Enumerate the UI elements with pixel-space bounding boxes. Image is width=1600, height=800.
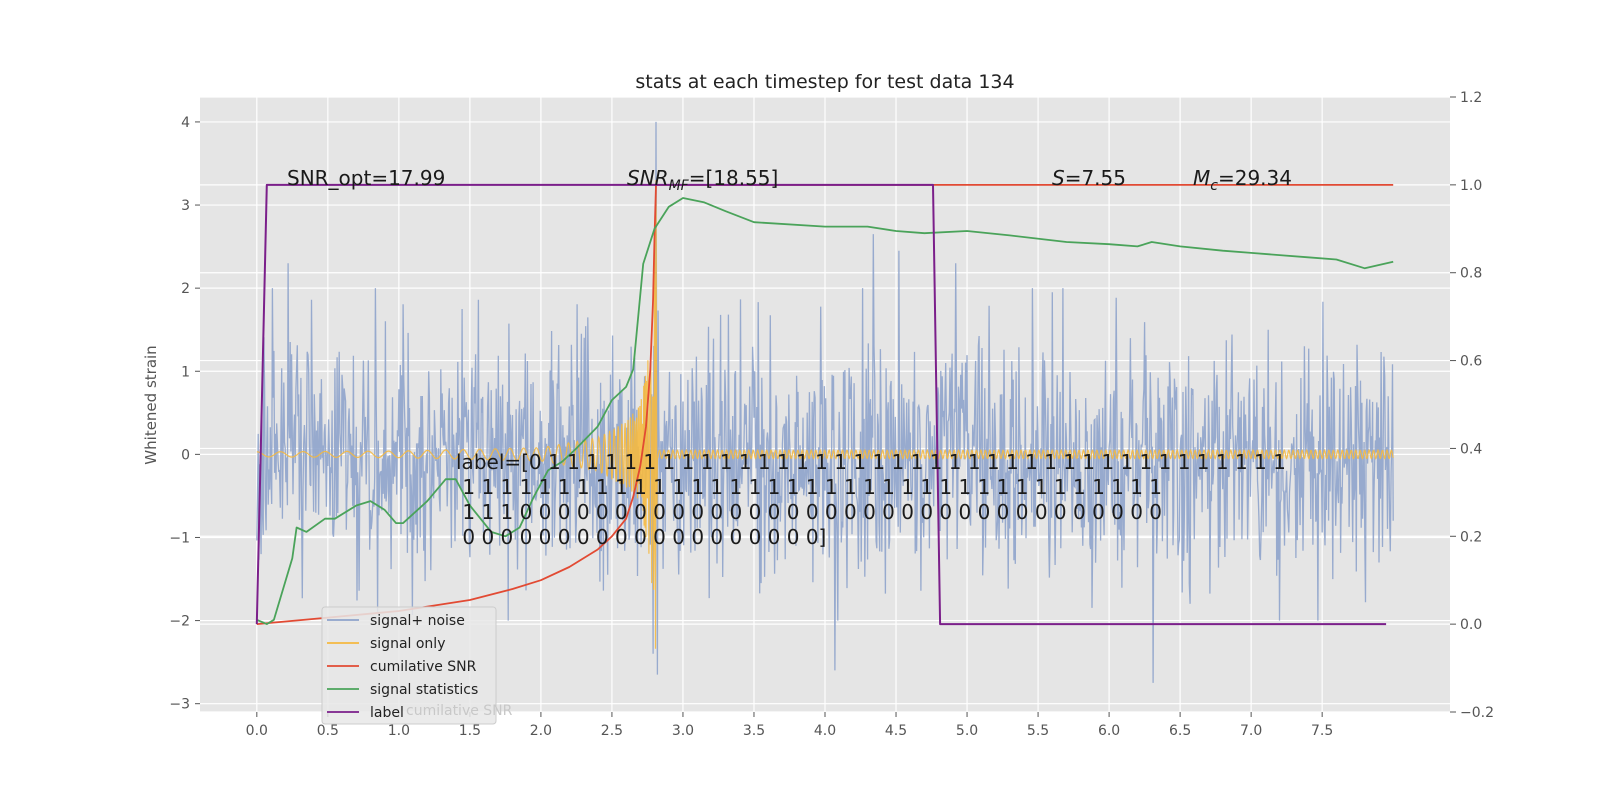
mc-var: M bbox=[1193, 166, 1210, 190]
mc-value: =29.34 bbox=[1218, 166, 1292, 190]
y-tick-label: −2 bbox=[169, 614, 190, 630]
y-tick-label: 1 bbox=[181, 364, 190, 380]
series-layer bbox=[255, 121, 1394, 683]
legend-item-cumulative: cumilative SNR bbox=[370, 659, 477, 675]
y2-tick-label: 0.0 bbox=[1460, 617, 1482, 633]
x-tick-label: 2.5 bbox=[601, 723, 623, 739]
annotations: SNR_opt=17.99 SNRMF=[18.55] S=7.55 Mc=29… bbox=[287, 166, 1292, 549]
snr-mf-annotation: SNRMF=[18.55] bbox=[627, 166, 778, 194]
snr-mf-sub: MF bbox=[669, 178, 690, 194]
y-tick-label: 3 bbox=[181, 198, 190, 214]
legend-item-noise: signal+ noise bbox=[370, 613, 465, 629]
label-array-annotation: label=[0 1 1 1 1 1 1 1 1 1 1 1 1 1 1 1 1… bbox=[456, 450, 1286, 549]
x-tick-label: 7.0 bbox=[1240, 723, 1262, 739]
legend: cumilative SNR signal+ noise signal only… bbox=[321, 606, 513, 725]
x-tick-label: 6.5 bbox=[1169, 723, 1191, 739]
x-tick-label: 4.0 bbox=[814, 723, 836, 739]
x-tick-label: 1.0 bbox=[388, 723, 410, 739]
snr-mf-prefix: SNR bbox=[627, 166, 669, 190]
mc-annotation: Mc=29.34 bbox=[1193, 166, 1292, 194]
x-tick-label: 4.5 bbox=[885, 723, 907, 739]
snr-opt-annotation: SNR_opt=17.99 bbox=[287, 166, 445, 190]
y2-tick-label: 0.2 bbox=[1460, 529, 1482, 545]
series-signal-only bbox=[256, 180, 1394, 649]
y-tick-label: 4 bbox=[181, 115, 190, 131]
x-tick-label: 0.5 bbox=[317, 723, 339, 739]
series-label bbox=[255, 183, 1387, 626]
y-tick-label: −3 bbox=[169, 697, 190, 713]
legend-item-signal: signal only bbox=[370, 636, 445, 652]
label-line-3: 1 1 1 0 0 0 0 0 0 0 0 0 0 0 0 0 0 0 0 0 … bbox=[456, 500, 1162, 524]
x-tick-label: 5.0 bbox=[956, 723, 978, 739]
label-line-2: 1 1 1 1 1 1 1 1 1 1 1 1 1 1 1 1 1 1 1 1 … bbox=[456, 475, 1162, 499]
y2-tick-label: −0.2 bbox=[1460, 705, 1494, 721]
label-line-4: 0 0 0 0 0 0 0 0 0 0 0 0 0 0 0 0 0 0 0] bbox=[456, 525, 826, 549]
legend-item-statistics: signal statistics bbox=[370, 682, 478, 698]
s-value: =7.55 bbox=[1065, 166, 1126, 190]
series-signal-statistics bbox=[256, 197, 1394, 625]
x-tick-label: 5.5 bbox=[1027, 723, 1049, 739]
s-annotation: S=7.55 bbox=[1052, 166, 1126, 190]
y2-tick-label: 1.2 bbox=[1460, 90, 1482, 106]
legend-item-label: label bbox=[370, 705, 404, 721]
mc-sub: c bbox=[1210, 178, 1218, 194]
y-axis-label: Whitened strain bbox=[142, 345, 160, 464]
y2-tick-label: 0.8 bbox=[1460, 266, 1482, 282]
chart-title: stats at each timestep for test data 134 bbox=[635, 71, 1014, 93]
x-tick-label: 2.0 bbox=[530, 723, 552, 739]
y2-tick-label: 0.6 bbox=[1460, 354, 1482, 370]
y2-tick-label: 0.4 bbox=[1460, 441, 1482, 457]
x-tick-label: 0.0 bbox=[246, 723, 268, 739]
x-tick-label: 3.5 bbox=[743, 723, 765, 739]
axis-ticks: 0.0 0.5 1.0 1.5 2.0 2.5 3.0 3.5 4.0 4.5 5.0 5.5 6.0 6… bbox=[169, 90, 1494, 739]
x-tick-label: 3.0 bbox=[672, 723, 694, 739]
x-tick-label: 1.5 bbox=[459, 723, 481, 739]
label-line-1: label=[0 1 1 1 1 1 1 1 1 1 1 1 1 1 1 1 1… bbox=[456, 450, 1286, 474]
x-tick-label: 6.0 bbox=[1098, 723, 1120, 739]
legend-ghost-text: cumilative SNR bbox=[406, 703, 513, 719]
series-cumulative-snr bbox=[256, 183, 1394, 625]
snr-mf-value: =[18.55] bbox=[689, 166, 779, 190]
y2-tick-label: 1.0 bbox=[1460, 178, 1482, 194]
s-var: S bbox=[1052, 166, 1065, 190]
y-tick-label: 0 bbox=[181, 447, 190, 463]
legend-box bbox=[321, 606, 497, 725]
y-tick-label: 2 bbox=[181, 281, 190, 297]
x-tick-label: 7.5 bbox=[1311, 723, 1333, 739]
series-signal-noise bbox=[256, 121, 1394, 683]
y-tick-label: −1 bbox=[169, 530, 190, 546]
